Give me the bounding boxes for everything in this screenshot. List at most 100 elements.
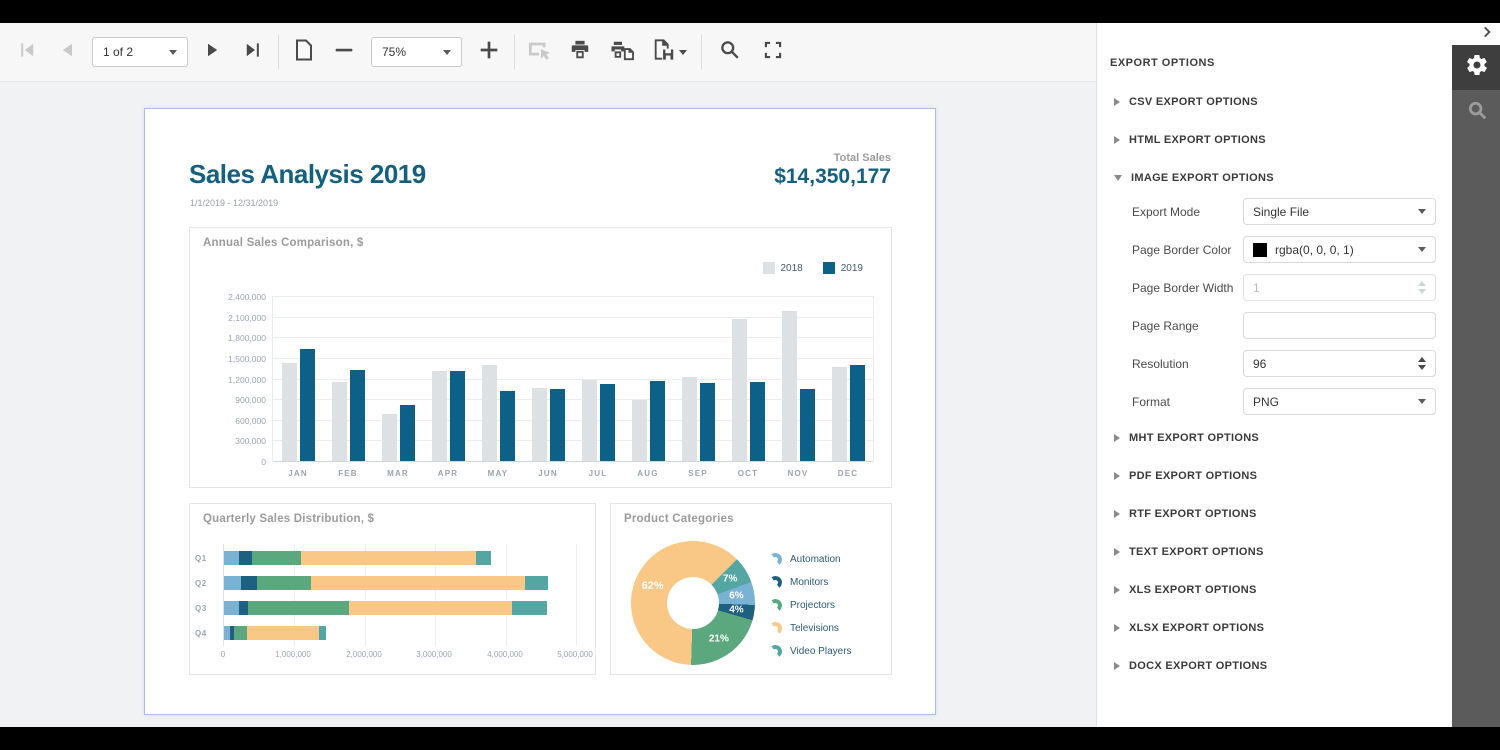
- page-setup-button[interactable]: [287, 35, 321, 69]
- fullscreen-icon: [763, 40, 783, 65]
- y-axis-label: 2,100,000: [228, 313, 266, 323]
- collapse-panel-button[interactable]: [1478, 25, 1496, 43]
- export-mode-field[interactable]: Single File: [1243, 198, 1436, 225]
- section-label: IMAGE EXPORT OPTIONS: [1131, 172, 1274, 184]
- x-axis-label: 1,000,000: [275, 650, 311, 659]
- top-black-bar: [0, 0, 1500, 23]
- resolution-label: Resolution: [1132, 357, 1189, 371]
- bar-2019: [850, 365, 865, 461]
- zoom-in-button[interactable]: [472, 35, 506, 69]
- section-xlsx-export-options[interactable]: XLSX EXPORT OPTIONS: [1114, 622, 1264, 634]
- legend-label: Monitors: [790, 577, 828, 588]
- spin-up-icon: [1418, 281, 1426, 286]
- x-axis-label: DEC: [823, 469, 873, 478]
- spinner-buttons[interactable]: [1418, 281, 1426, 294]
- chevron-down-icon: [1114, 175, 1122, 181]
- section-label: TEXT EXPORT OPTIONS: [1129, 546, 1264, 558]
- section-rtf-export-options[interactable]: RTF EXPORT OPTIONS: [1114, 508, 1257, 520]
- x-axis-label: 4,000,000: [487, 650, 523, 659]
- section-html-export-options[interactable]: HTML EXPORT OPTIONS: [1114, 134, 1266, 146]
- previous-page-button[interactable]: [50, 35, 84, 69]
- y-axis-label: 600,000: [235, 416, 266, 426]
- x-axis-label: NOV: [773, 469, 823, 478]
- chevron-right-icon: [1480, 25, 1494, 44]
- page-border-color-field[interactable]: rgba(0, 0, 0, 1): [1243, 236, 1436, 263]
- bar-segment-video-players: [525, 576, 548, 590]
- section-pdf-export-options[interactable]: PDF EXPORT OPTIONS: [1114, 470, 1257, 482]
- bar-segment-automation: [224, 601, 239, 615]
- bar-2018: [682, 377, 697, 461]
- chevron-right-icon: [1114, 510, 1120, 518]
- legend-label: 2018: [781, 263, 803, 274]
- chevron-right-icon: [1114, 662, 1120, 670]
- slice-percent-label: 21%: [709, 633, 729, 644]
- document-viewer: Sales Analysis 2019 1/1/2019 - 12/31/201…: [0, 82, 1096, 727]
- last-page-button[interactable]: [236, 35, 270, 69]
- first-page-icon: [17, 40, 37, 65]
- x-axis-label: JUL: [573, 469, 623, 478]
- page-selector[interactable]: 1 of 2: [92, 37, 188, 67]
- page-border-color-label: Page Border Color: [1132, 243, 1231, 257]
- section-mht-export-options[interactable]: MHT EXPORT OPTIONS: [1114, 432, 1259, 444]
- side-tab-strip: [1452, 45, 1500, 727]
- bar-2019: [700, 383, 715, 461]
- legend-item: Automation: [769, 548, 852, 571]
- chevron-down-icon: [169, 50, 177, 55]
- zoom-selector[interactable]: 75%: [371, 37, 462, 67]
- tab-search[interactable]: [1452, 90, 1500, 135]
- next-page-button[interactable]: [196, 35, 230, 69]
- section-xls-export-options[interactable]: XLS EXPORT OPTIONS: [1114, 584, 1257, 596]
- bar-segment-monitors: [241, 576, 257, 590]
- chevron-down-icon: [443, 50, 451, 55]
- bar-2018: [532, 388, 547, 461]
- format-field[interactable]: PNG: [1243, 388, 1436, 415]
- print-button[interactable]: [563, 35, 597, 69]
- bar-segment-video-players: [512, 601, 547, 615]
- section-label: DOCX EXPORT OPTIONS: [1129, 660, 1267, 672]
- y-axis-label: 900,000: [235, 395, 266, 405]
- export-button[interactable]: [647, 35, 691, 69]
- stacked-bar-row: [224, 626, 326, 640]
- print-page-icon: [610, 39, 635, 66]
- fullscreen-button[interactable]: [756, 35, 790, 69]
- section-csv-export-options[interactable]: CSV EXPORT OPTIONS: [1114, 96, 1258, 108]
- zoom-out-button[interactable]: [327, 35, 361, 69]
- x-axis-label: AUG: [623, 469, 673, 478]
- tab-export-options[interactable]: [1452, 45, 1500, 90]
- previous-page-icon: [57, 40, 77, 65]
- chevron-right-icon: [1114, 136, 1120, 144]
- section-label: XLSX EXPORT OPTIONS: [1129, 622, 1264, 634]
- page-icon: [294, 39, 314, 66]
- section-label: CSV EXPORT OPTIONS: [1129, 96, 1258, 108]
- chevron-right-icon: [1114, 98, 1120, 106]
- legend-arc-marker: [768, 621, 783, 636]
- print-page-button[interactable]: [605, 35, 639, 69]
- month-group: OCT: [723, 296, 773, 461]
- page-border-width-value: 1: [1253, 281, 1260, 295]
- page-border-color-value: rgba(0, 0, 0, 1): [1275, 243, 1354, 257]
- page-range-field[interactable]: [1243, 312, 1436, 339]
- product-categories-chart: Product Categories 7%6%4%21%62% Automati…: [610, 503, 892, 675]
- legend-item: 2018: [763, 262, 803, 274]
- bar-segment-video-players: [476, 551, 491, 565]
- bar-segment-automation: [224, 551, 239, 565]
- chevron-right-icon: [1114, 434, 1120, 442]
- total-sales-value: $14,350,177: [774, 165, 891, 189]
- highlight-editing-fields-button[interactable]: [523, 35, 557, 69]
- toolbar-separator: [278, 35, 279, 69]
- spin-down-icon: [1418, 365, 1426, 370]
- section-docx-export-options[interactable]: DOCX EXPORT OPTIONS: [1114, 660, 1267, 672]
- resolution-field[interactable]: 96: [1243, 350, 1436, 377]
- bar-segment-video-players: [319, 626, 326, 640]
- search-button[interactable]: [712, 35, 746, 69]
- spinner-buttons[interactable]: [1418, 357, 1426, 370]
- first-page-button[interactable]: [10, 35, 44, 69]
- bar-2019: [650, 381, 665, 461]
- bar-segment-automation: [224, 576, 241, 590]
- section-text-export-options[interactable]: TEXT EXPORT OPTIONS: [1114, 546, 1264, 558]
- stacked-bar-row: [224, 576, 548, 590]
- y-axis: 2,400,0002,100,0001,800,0001,500,0001,20…: [190, 228, 266, 393]
- section-image-export-options[interactable]: IMAGE EXPORT OPTIONS: [1114, 172, 1274, 184]
- slice-percent-label: 62%: [642, 580, 664, 592]
- page-border-width-field[interactable]: 1: [1243, 274, 1436, 301]
